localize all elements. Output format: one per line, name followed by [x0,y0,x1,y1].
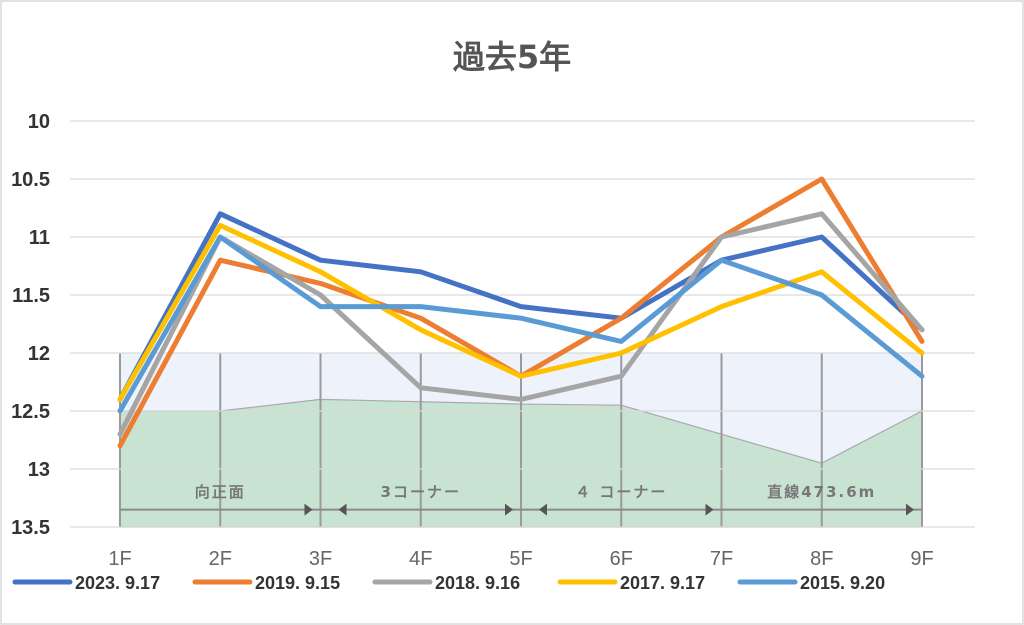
legend-label-0: 2023. 9.17 [75,573,160,593]
y-tick-label: 10.5 [11,169,50,191]
course-section-label-0: 向正面 [195,483,246,501]
x-tick-label: 2F [209,548,232,570]
series-line-4 [117,234,925,414]
course-section-label-2: ４ コーナー [575,483,667,501]
series-line-0 [117,211,925,402]
x-tick-label: 7F [710,548,733,570]
legend: 2023. 9.17 2019. 9.15 2018. 9.16 2017. 9.17… [12,573,885,593]
course-arrow-right-1 [505,503,513,516]
legend-label-1: 2019. 9.15 [255,573,340,593]
course-section-label-1: 3コーナー [381,483,461,501]
y-tick-label: 12.5 [11,401,50,423]
x-tick-label: 6F [610,548,633,570]
x-tick-label: 8F [810,548,833,570]
chart-title: 過去5年 [453,38,571,76]
legend-label-3: 2017. 9.17 [620,573,705,593]
y-tick-label: 11.5 [12,285,50,307]
x-tick-label: 5F [509,548,532,570]
y-tick-label: 11 [29,227,50,249]
y-tick-label: 12 [28,343,50,365]
x-tick-label: 9F [910,548,933,570]
course-diagram: 向正面 3コーナー ４ コーナー 直線473.6m [119,353,923,528]
course-section-label-3: 直線473.6m [767,483,876,501]
course-arrow-left-1 [338,503,347,516]
y-tick-label: 13.5 [11,517,50,539]
x-tick-label: 4F [409,548,432,570]
course-arrow-right-3 [906,503,914,516]
y-tick-label: 10 [28,111,50,133]
y-tick-label: 13 [28,459,50,481]
series-lines [117,176,925,449]
course-arrow-left-2 [539,503,547,516]
series-line-2 [117,211,925,437]
course-arrow-right-2 [705,503,714,516]
x-tick-label: 1F [108,548,131,570]
x-tick-label: 3F [309,548,332,570]
y-axis: 10 10.5 11 11.5 12 12.5 13 13.5 [11,111,50,539]
course-arrow-right-0 [304,503,313,516]
x-axis: 1F 2F 3F 4F 5F 6F 7F 8F 9F [108,548,933,570]
legend-label-4: 2015. 9.20 [800,573,885,593]
legend-label-2: 2018. 9.16 [435,573,520,593]
